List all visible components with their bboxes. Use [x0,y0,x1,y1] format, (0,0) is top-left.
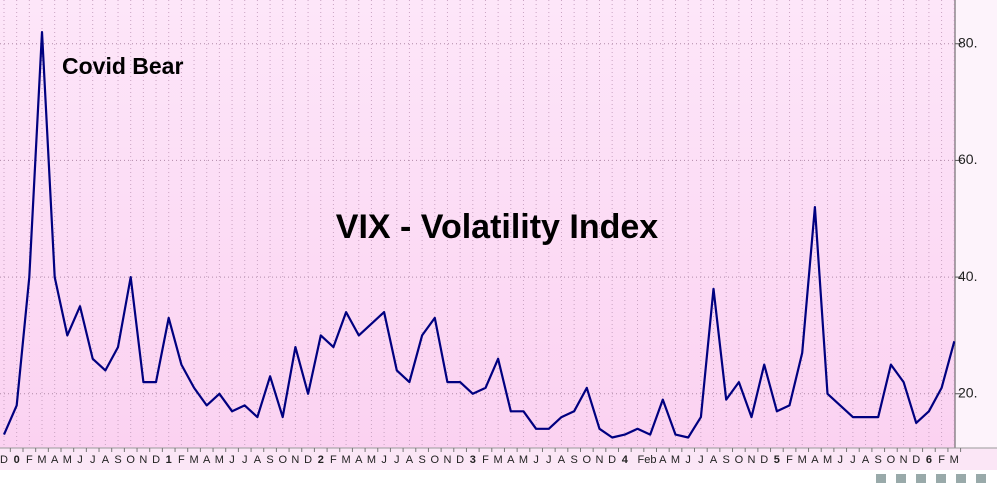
x-tick-label: M [494,454,503,466]
x-tick-label: O [583,454,592,466]
chart-title: VIX - Volatility Index [336,208,659,246]
x-tick-label: F [482,454,489,466]
x-tick-label: M [63,454,72,466]
x-tick-label: M [342,454,351,466]
x-tick-label: N [596,454,604,466]
x-tick-label: M [215,454,224,466]
x-axis-area [0,448,997,470]
x-tick-label: S [114,454,121,466]
x-tick-label: A [406,454,414,466]
x-tick-label: D [0,454,8,466]
x-tick-label: O [735,454,744,466]
x-tick-label: J [533,454,539,466]
x-tick-label: 1 [166,454,172,466]
x-tick-label: A [558,454,566,466]
x-tick-label: A [203,454,211,466]
x-tick-label: J [698,454,704,466]
x-tick-label: 0 [14,454,20,466]
x-tick-label: A [254,454,262,466]
x-tick-label: S [266,454,273,466]
x-tick-label: D [912,454,920,466]
x-tick-label: M [823,454,832,466]
x-tick-label: J [546,454,552,466]
x-tick-label: J [229,454,235,466]
x-tick-label: J [685,454,691,466]
x-tick-label: J [77,454,83,466]
x-tick-label: J [381,454,387,466]
y-tick-label: 20. [958,384,977,400]
x-tick-label: F [786,454,793,466]
x-tick-label: J [90,454,96,466]
x-tick-label: N [139,454,147,466]
x-tick-label: 5 [774,454,780,466]
x-tick-label: M [519,454,528,466]
x-tick-label: M [950,454,959,466]
x-tick-label: M [798,454,807,466]
x-tick-label: J [394,454,400,466]
x-tick-label: A [507,454,515,466]
x-tick-label: S [875,454,882,466]
x-tick-label: N [900,454,908,466]
x-tick-label: A [355,454,363,466]
x-tick-label: D [152,454,160,466]
x-tick-label: F [26,454,33,466]
x-tick-label: J [837,454,843,466]
x-tick-label: D [760,454,768,466]
x-tick-label: O [430,454,439,466]
x-tick-label: F [938,454,945,466]
x-tick-label: 4 [622,454,629,466]
x-tick-label: A [811,454,819,466]
x-tick-label: D [608,454,616,466]
x-tick-label: 3 [470,454,476,466]
x-tick-label: O [887,454,896,466]
x-tick-label: O [126,454,135,466]
x-tick-label: 6 [926,454,932,466]
y-tick-label: 60. [958,151,977,167]
x-tick-label: A [102,454,110,466]
x-tick-label: N [748,454,756,466]
line-series [2,31,956,439]
x-tick-label: Feb [638,454,657,466]
x-tick-label: O [278,454,287,466]
annotation: Covid Bear [62,53,183,79]
x-tick-label: A [51,454,59,466]
x-tick-label: F [178,454,185,466]
toolbar-icons[interactable] [876,474,986,483]
axis-area [955,0,997,448]
x-tick-label: S [723,454,730,466]
x-tick-label: M [367,454,376,466]
x-tick-label: 2 [318,454,324,466]
x-tick-label: D [304,454,312,466]
x-tick-label: F [330,454,337,466]
x-tick-label: A [710,454,718,466]
x-tick-label: D [456,454,464,466]
x-tick-label: M [37,454,46,466]
x-tick-label: A [659,454,667,466]
x-tick-label: J [850,454,856,466]
x-tick-label: N [291,454,299,466]
x-tick-label: S [570,454,577,466]
y-tick-label: 40. [958,268,977,284]
x-tick-label: M [189,454,198,466]
x-tick-label: N [443,454,451,466]
x-tick-label: S [418,454,425,466]
plot-area [0,0,955,448]
x-tick-label: A [862,454,870,466]
x-tick-label: J [242,454,248,466]
x-tick-label: M [671,454,680,466]
y-tick-label: 80. [958,34,977,50]
